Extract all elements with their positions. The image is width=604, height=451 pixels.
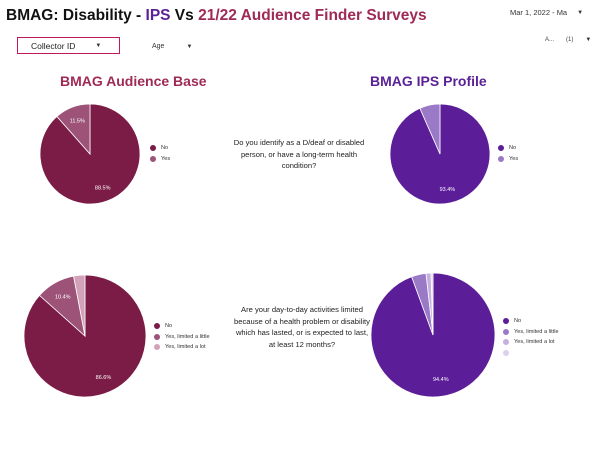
pie-data-label: 94.4% [433, 377, 449, 383]
pie-data-label: 86.6% [96, 375, 112, 381]
legend-item[interactable]: Yes, limited a little [154, 332, 210, 343]
page-title: BMAG: Disability - IPS Vs 21/22 Audience… [6, 7, 427, 25]
legend-label: No [165, 323, 173, 330]
legend-item[interactable]: Yes [150, 154, 170, 165]
legend-item[interactable]: No [503, 316, 559, 327]
legend-swatch [503, 349, 509, 356]
legend-swatch [150, 155, 156, 162]
question-deaf-disabled: Do you identify as a D/deaf or disabled … [233, 138, 365, 170]
legend-swatch [503, 339, 509, 346]
date-range-value: Mar 1, 2022 - Ma [510, 8, 568, 17]
legend-label: No [509, 145, 517, 152]
legend-item[interactable]: Yes, limited a little [503, 327, 559, 338]
chevron-down-icon: ▼ [95, 42, 102, 49]
pie-slice-1[interactable] [23, 274, 147, 398]
legend-label: No [514, 318, 522, 325]
legend-item[interactable]: Yes [498, 154, 518, 165]
legend-ips-disability: No Yes [498, 143, 518, 164]
title-prefix: BMAG: Disability - [6, 7, 146, 24]
legend-audience-disability: No Yes [150, 143, 170, 164]
legend-label: Yes, limited a little [165, 333, 210, 340]
legend-item[interactable]: Yes, limited a lot [154, 342, 210, 353]
legend-label: Yes [509, 155, 519, 162]
legend-swatch [498, 155, 504, 162]
pie-slice-2[interactable] [419, 103, 441, 155]
date-range-control[interactable]: Mar 1, 2022 - Ma ▼ [510, 8, 583, 17]
legend-swatch [503, 328, 509, 335]
legend-label: No [161, 145, 169, 152]
legend-item[interactable]: No [154, 321, 210, 332]
legend-swatch [150, 145, 156, 152]
chevron-down-icon: ▼ [577, 9, 584, 16]
pie-data-label: 88.5% [95, 186, 111, 192]
top-right-label: A... [545, 37, 555, 43]
legend-item[interactable]: No [150, 143, 170, 154]
legend-ips-limited: No Yes, limited a little Yes, limited a lo… [503, 316, 559, 358]
legend-label: Yes, limited a lot [514, 339, 555, 346]
pie-data-label: 10.4% [55, 295, 71, 301]
audience-base-heading: BMAG Audience Base [60, 73, 207, 89]
pie-chart-audience-limited: 86.6% 10.4% [23, 274, 147, 398]
chevron-down-icon: ▼ [186, 43, 193, 50]
legend-swatch [503, 318, 509, 325]
question-activities-limited: Are your day-to-day activities limited b… [234, 305, 370, 349]
legend-item[interactable] [503, 348, 559, 359]
pie-chart-audience-disability: 88.5% 11.5% [39, 103, 141, 205]
top-right-count: (1) [566, 37, 574, 43]
legend-swatch [154, 323, 160, 330]
legend-label: Yes, limited a little [514, 328, 559, 335]
pie-data-label: 93.4% [440, 187, 456, 193]
pie-slice-4[interactable] [430, 272, 434, 336]
title-audience: 21/22 Audience Finder Surveys [198, 7, 427, 24]
pie-slice-2[interactable] [56, 103, 91, 156]
pie-slice-3[interactable] [73, 274, 86, 337]
age-label: Age [152, 43, 165, 50]
title-ips: IPS [145, 7, 171, 24]
collector-id-dropdown[interactable]: Collector ID ▼ [17, 37, 120, 54]
top-right-filter[interactable]: A... (1) ▼ [545, 37, 591, 43]
chevron-down-icon: ▼ [585, 37, 592, 43]
ips-profile-heading: BMAG IPS Profile [370, 73, 487, 89]
collector-id-label: Collector ID [31, 40, 76, 51]
legend-item[interactable]: No [498, 143, 518, 154]
legend-audience-limited: No Yes, limited a little Yes, limited a lo… [154, 321, 210, 353]
legend-label: Yes [161, 155, 171, 162]
age-dropdown[interactable]: Age ▼ [152, 43, 192, 50]
legend-swatch [154, 344, 160, 351]
pie-data-label: 11.5% [70, 118, 85, 124]
legend-swatch [498, 145, 504, 152]
title-vs: Vs [170, 7, 199, 24]
legend-item[interactable]: Yes, limited a lot [503, 337, 559, 348]
legend-swatch [154, 333, 160, 340]
pie-chart-ips-limited: 94.4% [370, 272, 496, 398]
pie-chart-ips-disability: 93.4% [389, 103, 491, 205]
legend-label: Yes, limited a lot [165, 344, 206, 351]
